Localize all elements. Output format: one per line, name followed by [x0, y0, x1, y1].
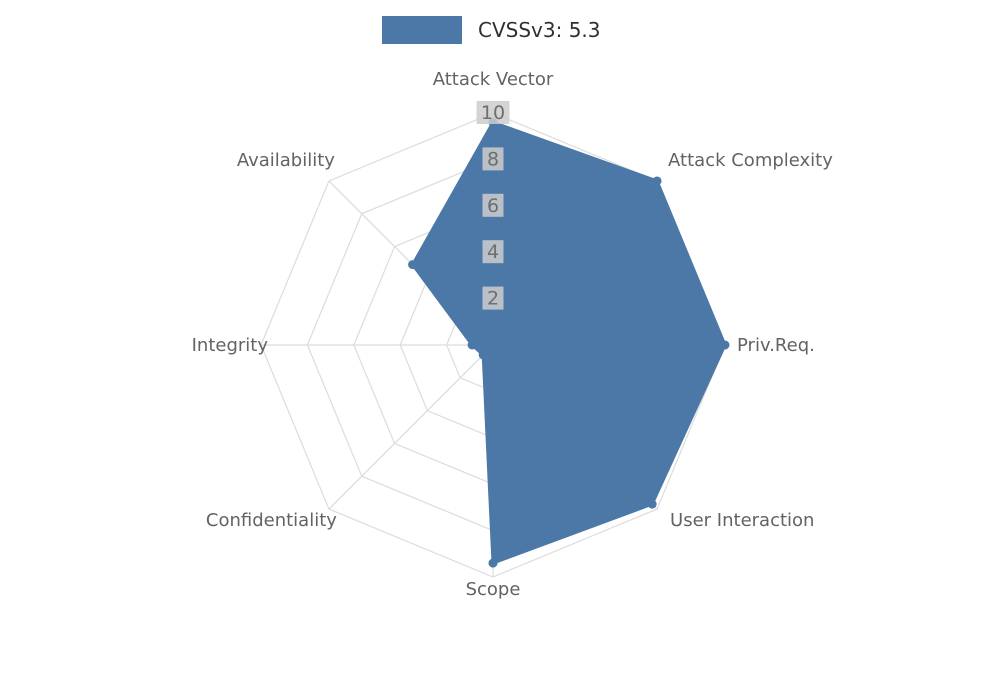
legend-swatch: [382, 16, 462, 44]
data-point: [467, 340, 477, 350]
axis-label: Integrity: [192, 335, 269, 356]
data-point: [478, 350, 488, 360]
data-polygon: [411, 120, 727, 565]
tick-backdrop: [482, 147, 504, 171]
tick-label: 6: [487, 195, 499, 217]
grid-spoke: [328, 344, 494, 510]
tick-label: 10: [481, 102, 505, 124]
axis-label: Attack Complexity: [668, 150, 833, 171]
axis-label: Confidentiality: [206, 510, 337, 531]
axis-label: Priv.Req.: [737, 335, 815, 356]
axis-label: Attack Vector: [433, 69, 554, 90]
tick-backdrop: [476, 101, 510, 124]
data-point: [720, 340, 730, 350]
chart-legend: CVSSv3: 5.3: [382, 16, 601, 44]
data-point: [408, 260, 418, 270]
tick-label: 2: [487, 288, 499, 310]
tick-backdrop: [482, 240, 504, 264]
data-point: [652, 176, 662, 186]
axis-label: Scope: [466, 579, 521, 600]
axis-label: User Interaction: [670, 510, 814, 531]
data-point: [647, 499, 657, 509]
data-point: [488, 558, 498, 568]
axis-label: Availability: [237, 150, 335, 171]
tick-backdrop: [482, 286, 504, 310]
legend-label: CVSSv3: 5.3: [478, 18, 601, 42]
tick-label: 8: [487, 148, 499, 170]
tick-backdrop: [482, 193, 504, 217]
tick-label: 4: [487, 241, 499, 263]
